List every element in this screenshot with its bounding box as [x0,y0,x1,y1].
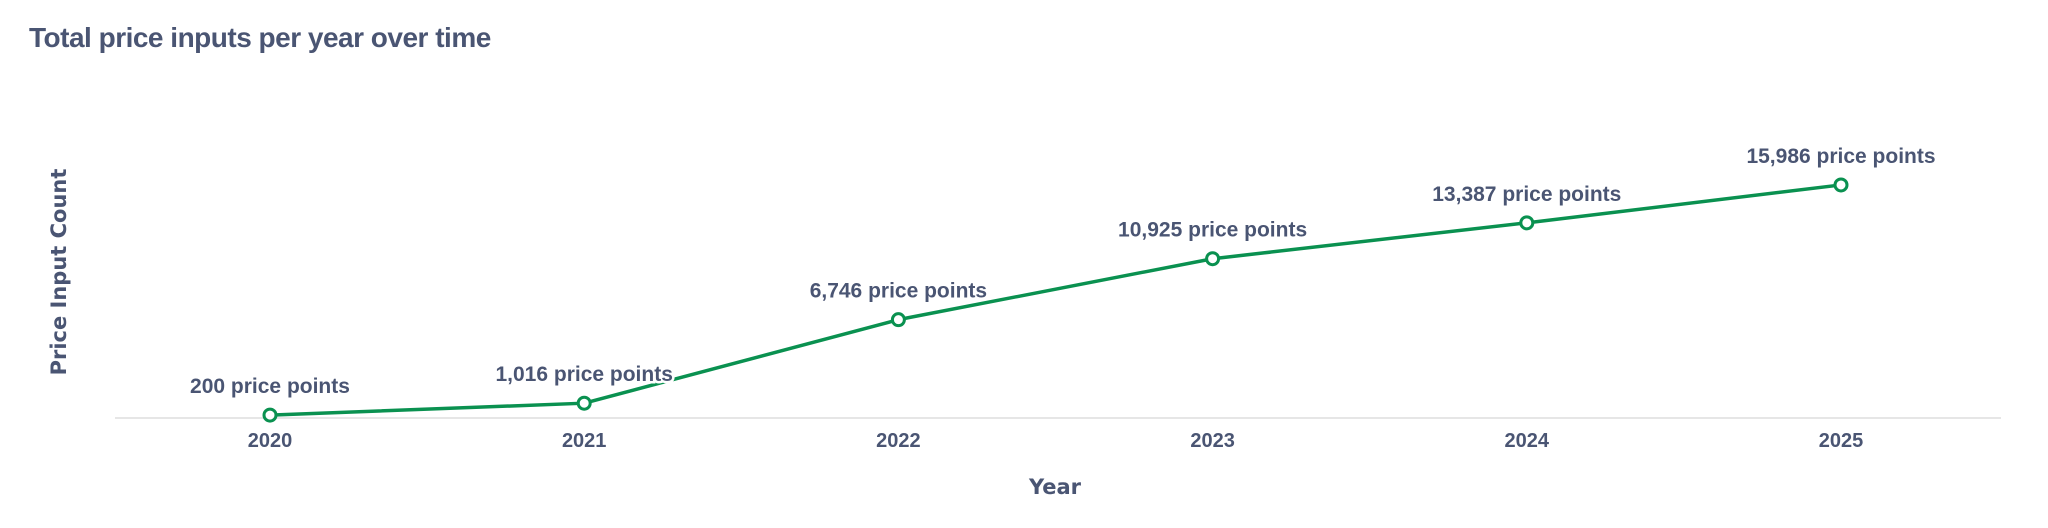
data-point[interactable] [890,312,906,328]
data-label: 13,387 price points [1432,183,1621,206]
data-point[interactable] [576,395,592,411]
data-label: 6,746 price points [810,280,987,303]
data-point[interactable] [262,407,278,423]
x-tick-label: 2021 [562,430,607,452]
data-label: 15,986 price points [1746,145,1935,168]
y-axis-title: Price Input Count [47,169,71,376]
data-point[interactable] [1833,177,1849,193]
x-tick-label: 2020 [248,430,293,452]
x-axis-title: Year [1028,475,1082,499]
data-label: 10,925 price points [1118,219,1307,242]
x-tick-label: 2022 [876,430,921,452]
data-point[interactable] [1205,251,1221,267]
data-label: 1,016 price points [495,363,672,386]
x-tick-label: 2024 [1505,430,1550,452]
data-label: 200 price points [190,375,350,398]
data-point[interactable] [1519,215,1535,231]
chart-title: Total price inputs per year over time [29,22,491,53]
x-tick-label: 2023 [1190,430,1235,452]
x-tick-label: 2025 [1819,430,1864,452]
series-line [269,183,1842,417]
